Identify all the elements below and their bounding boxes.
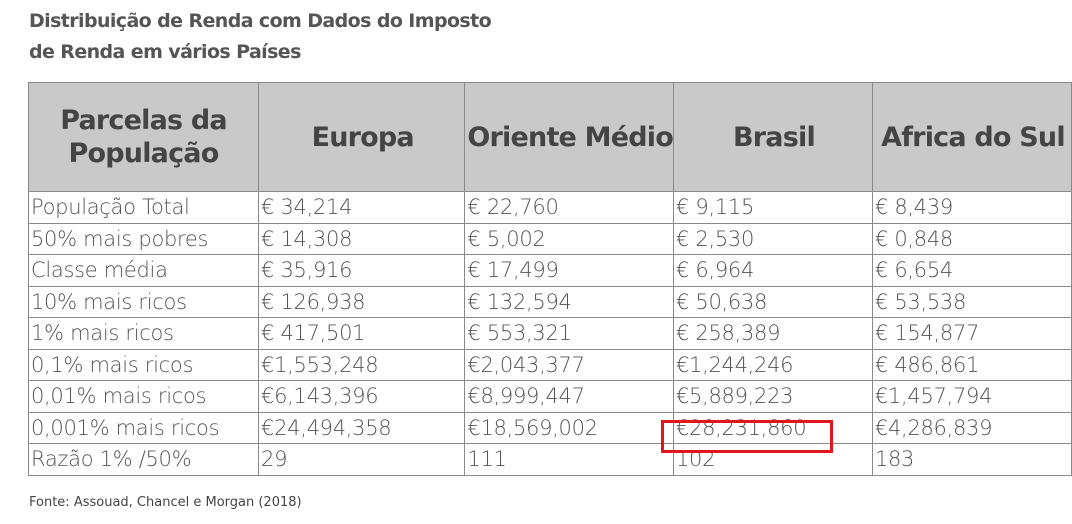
highlight-box bbox=[661, 420, 833, 453]
table-cell: € 53,538 bbox=[871, 285, 1072, 318]
column-header: Brasil bbox=[672, 82, 873, 192]
table-row: 0,001% mais ricos €24,494,358 €18,569,002 €… bbox=[27, 411, 1072, 444]
table-row: Classe média € 35,916 € 17,499 € 6,964 € 6,6… bbox=[27, 254, 1072, 287]
table-row: 1% mais ricos € 417,501 € 553,321 € 258,389… bbox=[27, 317, 1072, 350]
table-row: Razão 1% /50% 29 111 102 183 bbox=[27, 443, 1072, 476]
table-row: 50% mais pobres € 14,308 € 5,002 € 2,530 € 0… bbox=[27, 222, 1072, 255]
table-cell: € 2,530 bbox=[672, 222, 873, 255]
table-cell: €6,143,396 bbox=[258, 380, 466, 413]
table-cell: € 154,877 bbox=[871, 317, 1072, 350]
income-distribution-table: Parcelas da População Europa Oriente Médio… bbox=[27, 82, 1072, 476]
table-cell: €1,457,794 bbox=[871, 380, 1072, 413]
table-cell: € 258,389 bbox=[672, 317, 873, 350]
column-header: Oriente Médio bbox=[464, 82, 674, 192]
title-line-2: de Renda em vários Países bbox=[29, 41, 301, 63]
table-row: População Total € 34,214 € 22,760 € 9,115 € … bbox=[27, 191, 1072, 224]
table-cell: € 5,002 bbox=[464, 222, 674, 255]
table-cell: € 6,654 bbox=[871, 254, 1072, 287]
table-cell: 29 bbox=[258, 443, 466, 476]
table-cell: € 6,964 bbox=[672, 254, 873, 287]
table-cell: 111 bbox=[464, 443, 674, 476]
table-row: 10% mais ricos € 126,938 € 132,594 € 50,638… bbox=[27, 285, 1072, 318]
table-cell: € 14,308 bbox=[258, 222, 466, 255]
table-cell: 183 bbox=[871, 443, 1072, 476]
table-cell: € 486,861 bbox=[871, 348, 1072, 381]
row-label: 0,01% mais ricos bbox=[27, 380, 260, 413]
row-label: 50% mais pobres bbox=[27, 222, 260, 255]
table-row: 0,01% mais ricos €6,143,396 €8,999,447 €5,8… bbox=[27, 380, 1072, 413]
source-note: Fonte: Assouad, Chancel e Morgan (2018) bbox=[29, 495, 302, 510]
table-cell: €28,231,860 bbox=[672, 411, 873, 444]
row-label: 10% mais ricos bbox=[27, 285, 260, 318]
table-cell: € 17,499 bbox=[464, 254, 674, 287]
table-cell: €2,043,377 bbox=[464, 348, 674, 381]
table-cell: € 553,321 bbox=[464, 317, 674, 350]
table-title: Distribuição de Renda com Dados do Impos… bbox=[29, 6, 492, 68]
table-cell: € 132,594 bbox=[464, 285, 674, 318]
table-cell: € 9,115 bbox=[672, 191, 873, 224]
table-cell: €1,553,248 bbox=[258, 348, 466, 381]
table-cell: € 417,501 bbox=[258, 317, 466, 350]
title-line-1: Distribuição de Renda com Dados do Impos… bbox=[29, 10, 492, 32]
table-cell: €24,494,358 bbox=[258, 411, 466, 444]
table-row: 0,1% mais ricos €1,553,248 €2,043,377 €1,24… bbox=[27, 348, 1072, 381]
table-cell: € 22,760 bbox=[464, 191, 674, 224]
table-cell: €5,889,223 bbox=[672, 380, 873, 413]
column-header: Parcelas da População bbox=[27, 82, 260, 192]
table-cell: € 35,916 bbox=[258, 254, 466, 287]
table-cell: €1,244,246 bbox=[672, 348, 873, 381]
column-header: Africa do Sul bbox=[871, 82, 1072, 192]
table-cell: €18,569,002 bbox=[464, 411, 674, 444]
row-label: Classe média bbox=[27, 254, 260, 287]
table-cell: € 8,439 bbox=[871, 191, 1072, 224]
column-header: Europa bbox=[258, 82, 466, 192]
header-row: Parcelas da População Europa Oriente Médio… bbox=[27, 82, 1072, 192]
row-label: Razão 1% /50% bbox=[27, 443, 260, 476]
table-cell: € 34,214 bbox=[258, 191, 466, 224]
table-cell: € 126,938 bbox=[258, 285, 466, 318]
table-cell: € 50,638 bbox=[672, 285, 873, 318]
row-label: População Total bbox=[27, 191, 260, 224]
table-cell: €8,999,447 bbox=[464, 380, 674, 413]
table-cell: € 0,848 bbox=[871, 222, 1072, 255]
row-label: 1% mais ricos bbox=[27, 317, 260, 350]
row-label: 0,1% mais ricos bbox=[27, 348, 260, 381]
table-cell: €4,286,839 bbox=[871, 411, 1072, 444]
row-label: 0,001% mais ricos bbox=[27, 411, 260, 444]
